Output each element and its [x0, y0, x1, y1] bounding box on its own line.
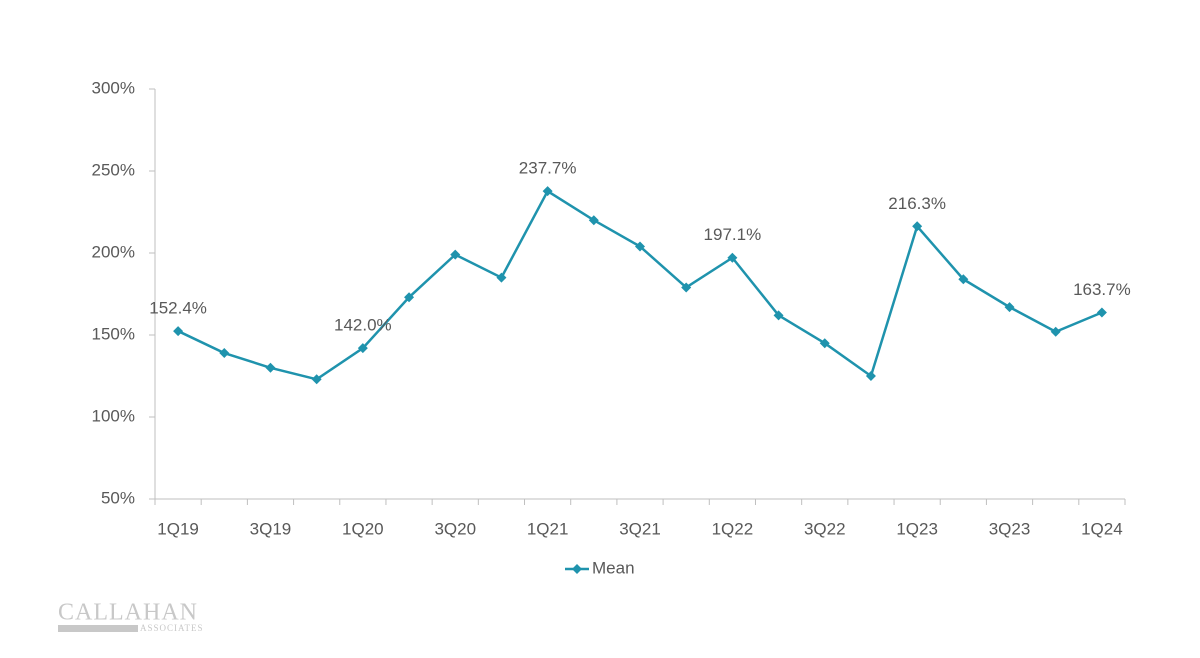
point	[635, 241, 645, 252]
point	[173, 326, 184, 337]
logo-name: CALLAHAN	[58, 600, 198, 626]
x-tick-label: 1Q22	[712, 519, 754, 538]
data-label: 152.4%	[149, 299, 207, 318]
y-tick-label: 100%	[92, 406, 135, 425]
x-tick-label: 3Q22	[804, 519, 846, 538]
point	[311, 374, 322, 385]
point	[1096, 307, 1107, 318]
data-label: 197.1%	[704, 225, 762, 244]
x-tick-label: 1Q24	[1081, 519, 1123, 538]
x-tick-label: 3Q23	[989, 519, 1031, 538]
point	[588, 215, 599, 226]
point	[1050, 326, 1061, 337]
x-tick-label: 1Q19	[157, 519, 199, 538]
point	[681, 282, 692, 293]
data-label: 237.7%	[519, 159, 577, 178]
point	[958, 274, 969, 285]
series-line	[177, 189, 1103, 381]
point	[1004, 302, 1015, 313]
x-tick-label: 3Q20	[434, 519, 476, 538]
x-tick-label: 1Q23	[896, 519, 938, 538]
y-tick-label: 200%	[92, 242, 135, 261]
point	[727, 252, 738, 263]
point	[265, 362, 276, 373]
legend-label: Mean	[592, 558, 635, 577]
x-tick-label: 1Q20	[342, 519, 384, 538]
point	[450, 249, 461, 260]
data-label: 216.3%	[888, 194, 946, 213]
point	[219, 348, 230, 359]
point	[865, 371, 876, 381]
y-tick-label: 150%	[92, 324, 135, 343]
point	[773, 310, 784, 321]
y-tick-label: 50%	[101, 488, 135, 507]
point	[819, 338, 830, 349]
logo-bar	[58, 625, 138, 632]
x-tick-label: 3Q21	[619, 519, 661, 538]
logo-sub: ASSOCIATES	[140, 623, 204, 633]
data-label: 163.7%	[1073, 280, 1131, 299]
point	[912, 221, 923, 232]
data-label: 142.0%	[334, 316, 392, 335]
point	[404, 292, 415, 303]
point	[496, 272, 507, 283]
x-tick-label: 1Q21	[527, 519, 569, 538]
point	[357, 343, 368, 354]
y-tick-label: 250%	[92, 160, 135, 179]
legend-marker	[572, 564, 582, 574]
x-tick-label: 3Q19	[250, 519, 292, 538]
y-tick-label: 300%	[92, 78, 135, 97]
point	[542, 186, 553, 197]
